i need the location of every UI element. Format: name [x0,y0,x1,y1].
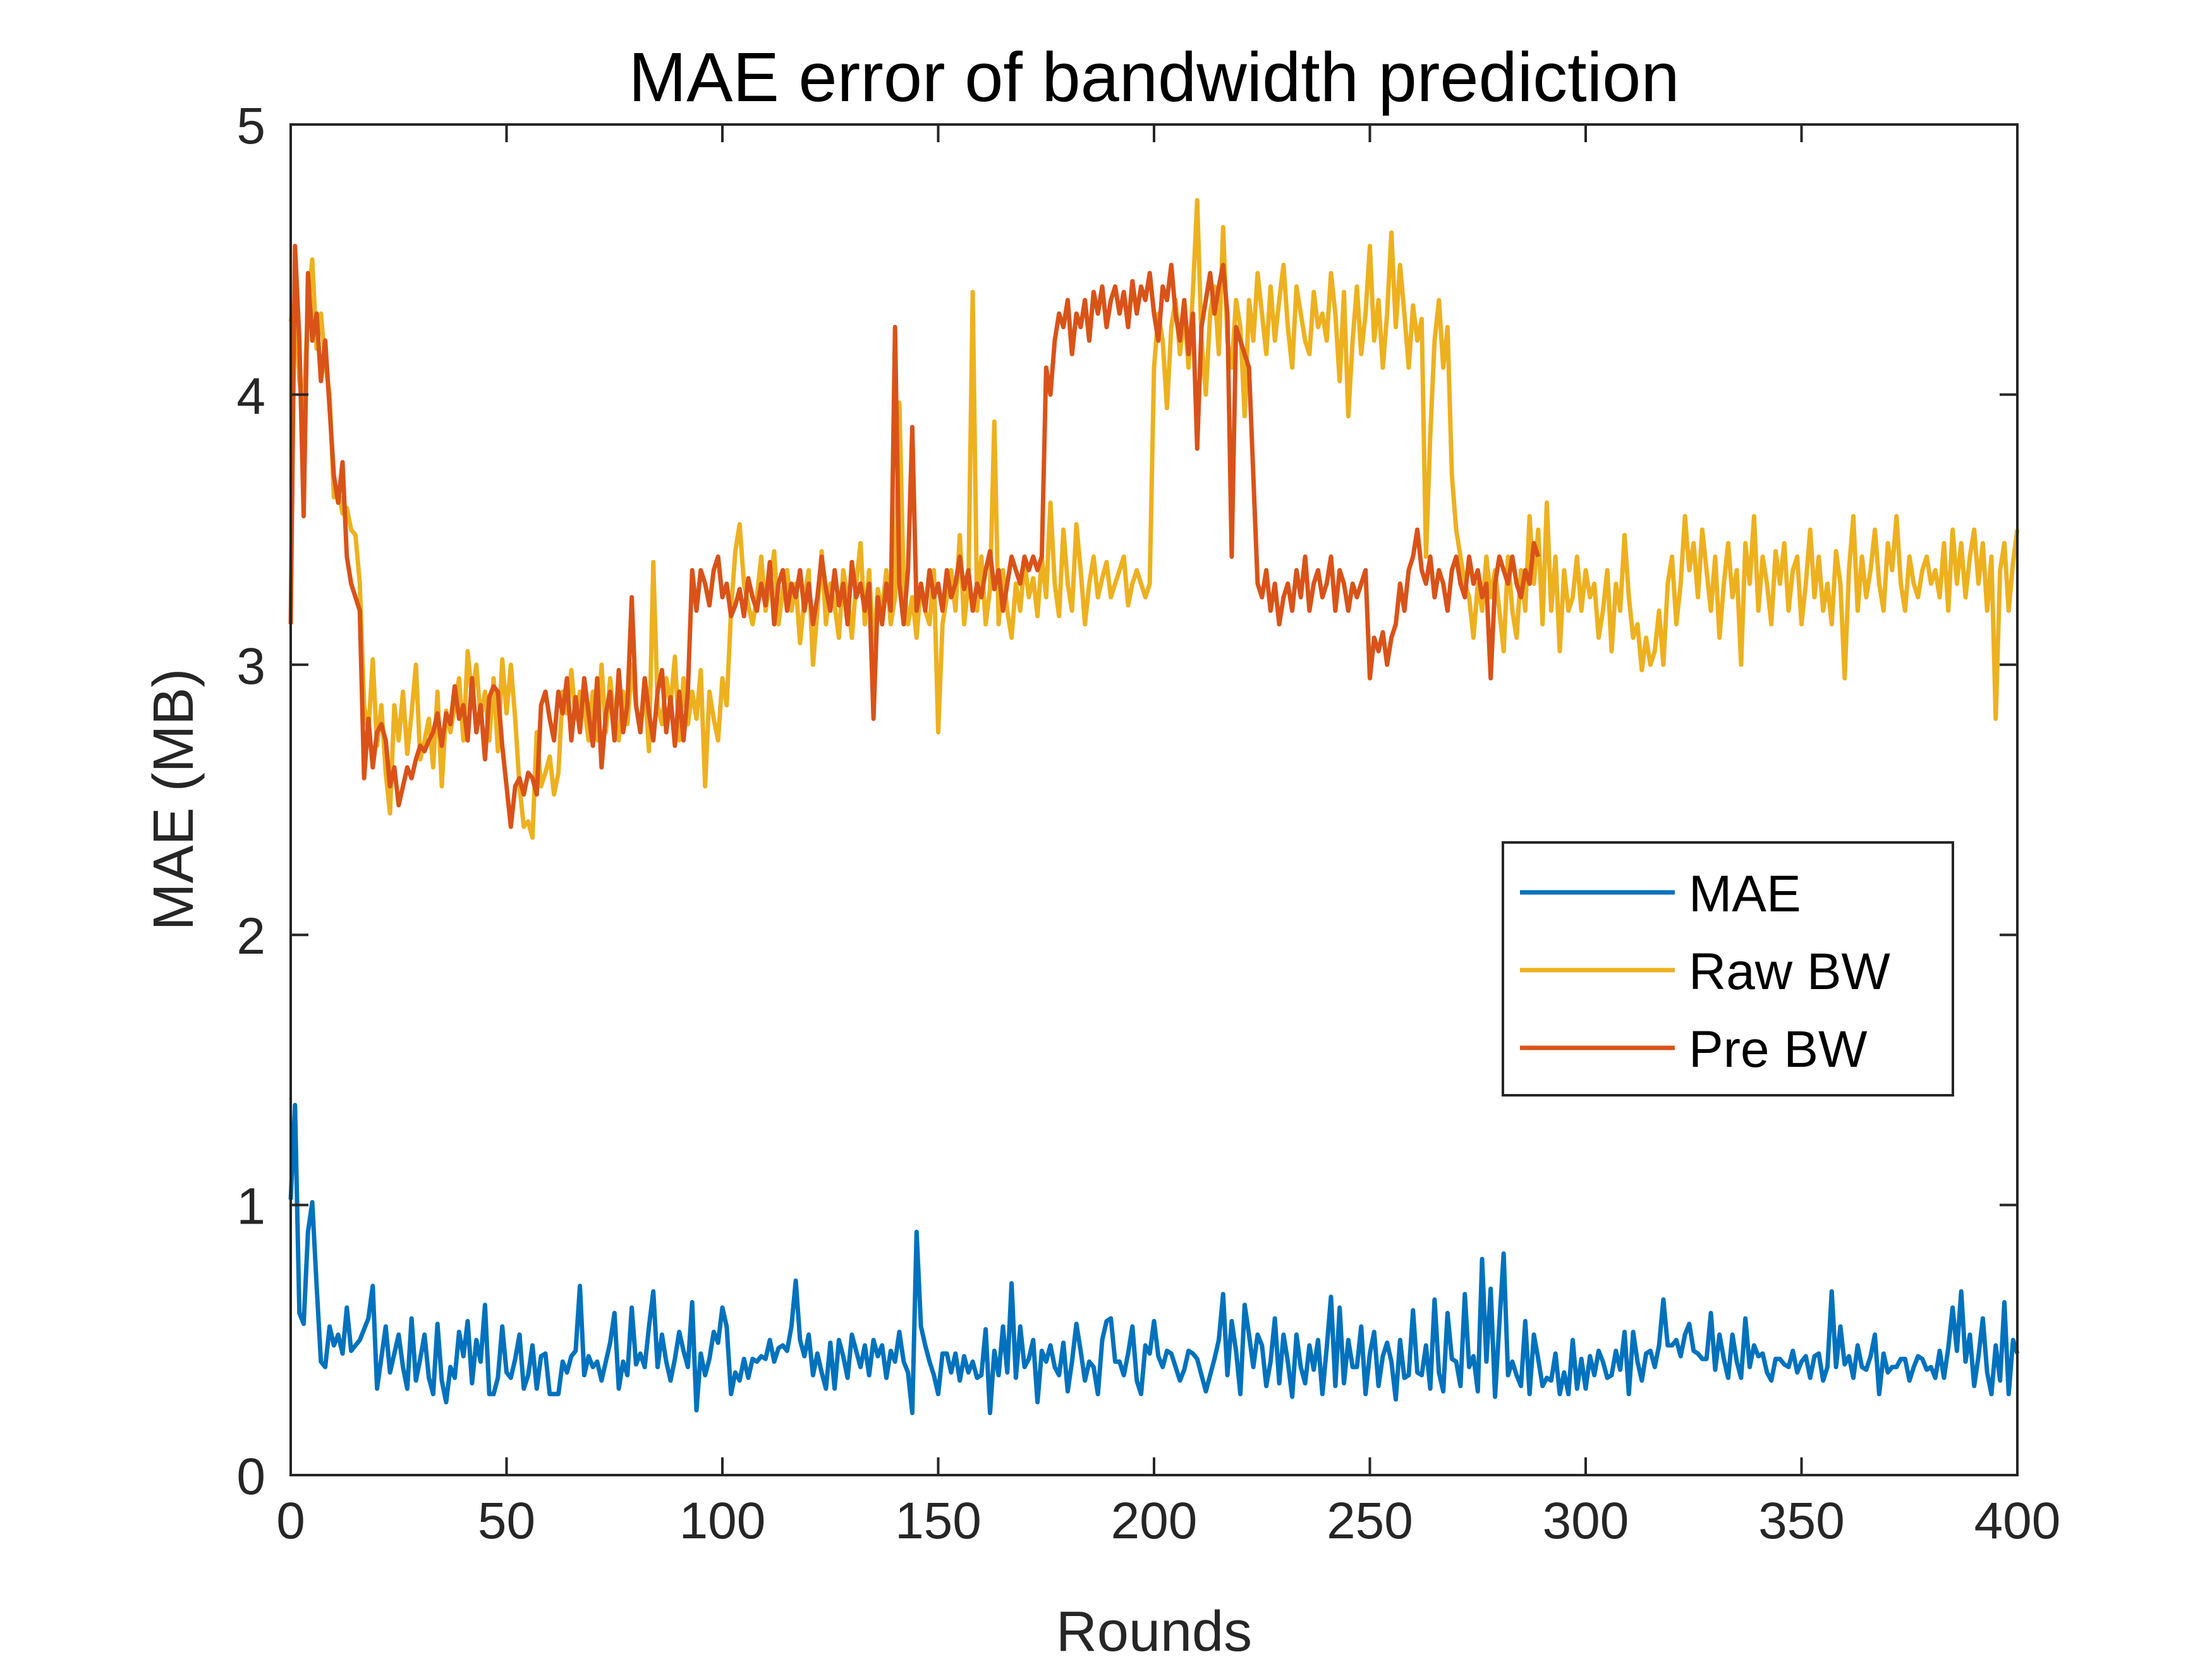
y-tick-label: 1 [236,1178,265,1236]
x-axis-label: Rounds [1056,1600,1252,1659]
y-tick-label: 2 [236,908,265,965]
legend-label-mae: MAE [1689,865,1801,923]
series-layer [288,198,2020,1416]
chart-title: MAE error of bandwidth prediction [628,39,1679,116]
legend-label-raw-bw: Raw BW [1689,943,1891,1000]
y-tick-label: 5 [236,97,265,155]
y-tick-layer: 0 1 2 3 4 5 [236,97,2017,1505]
legend-label-pre-bw: Pre BW [1689,1021,1868,1078]
y-tick-label: 4 [236,367,265,425]
x-tick-label: 50 [478,1492,535,1550]
x-tick-label: 400 [1974,1492,2061,1550]
x-tick-layer: 0 50 100 150 200 250 300 350 400 [276,125,2060,1550]
x-tick-label: 200 [1111,1492,1198,1550]
y-tick-label: 0 [236,1448,265,1505]
series-line-mae [288,1103,2020,1416]
legend: MAE Raw BW Pre BW [1502,841,1954,1097]
x-tick-label: 150 [895,1492,981,1550]
series-line-pre-bw [288,243,1541,829]
y-tick-label: 3 [236,638,265,695]
x-tick-label: 100 [679,1492,766,1550]
series-line-raw-bw [288,198,2020,840]
x-tick-label: 350 [1758,1492,1845,1550]
x-tick-label: 0 [276,1492,305,1550]
x-tick-label: 250 [1327,1492,1413,1550]
x-tick-label: 300 [1543,1492,1629,1550]
y-axis-label: MAE (MB) [142,669,205,931]
